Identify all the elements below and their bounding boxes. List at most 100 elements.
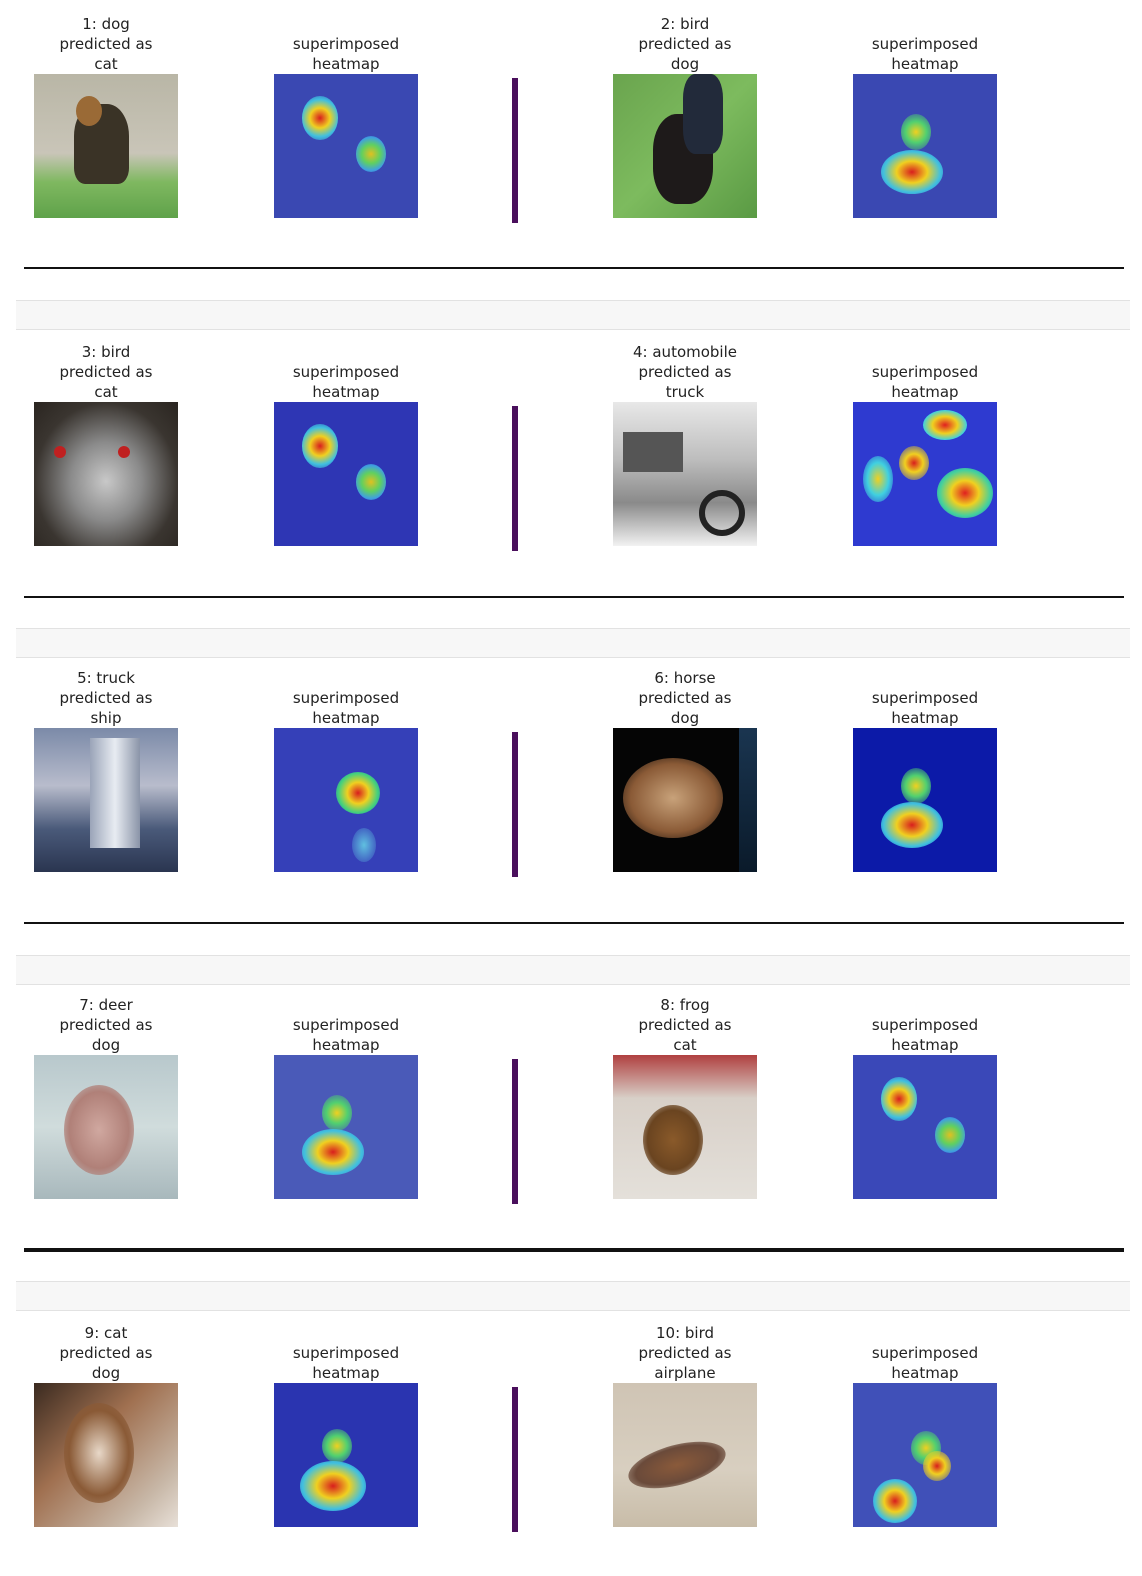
heatmap-panel: superimposed heatmap (852, 14, 998, 218)
heatmap-image (274, 74, 418, 218)
bird-image (34, 402, 178, 546)
bird-image (613, 74, 757, 218)
true-label: 2: bird (660, 15, 710, 33)
heatmap-image (853, 402, 997, 546)
heatmap-image (853, 728, 997, 872)
row-separator-line (24, 267, 1124, 269)
heatmap-caption: superimposed heatmap (852, 342, 998, 402)
heatmap-caption: superimposed heatmap (273, 342, 419, 402)
heatmap-caption-line1: superimposed (292, 1344, 400, 1362)
output-cell-1: 1: dog predicted as cat superimposed hea… (16, 0, 1130, 300)
heatmap-caption-line2: heatmap (312, 383, 380, 401)
image-caption: 8: frog predicted as cat (612, 995, 758, 1055)
image-caption: 6: horse predicted as dog (612, 668, 758, 728)
heatmap-image (853, 1383, 997, 1527)
image-caption: 3: bird predicted as cat (33, 342, 179, 402)
image-caption: 5: truck predicted as ship (33, 668, 179, 728)
heatmap-panel: superimposed heatmap (273, 14, 419, 218)
predicted-label: cat (94, 55, 118, 73)
heatmap-image (853, 74, 997, 218)
heatmap-caption: superimposed heatmap (273, 668, 419, 728)
heatmap-panel: superimposed heatmap (852, 668, 998, 872)
heatmap-caption-line2: heatmap (312, 1364, 380, 1382)
true-label: 9: cat (84, 1324, 128, 1342)
heatmap-image (274, 402, 418, 546)
heatmap-panel: superimposed heatmap (273, 995, 419, 1199)
heatmap-caption: superimposed heatmap (273, 995, 419, 1055)
original-image-panel: 9: cat predicted as dog (33, 1323, 179, 1527)
heatmap-caption: superimposed heatmap (852, 14, 998, 74)
image-caption: 9: cat predicted as dog (33, 1323, 179, 1383)
predicted-as-text: predicted as (638, 1016, 732, 1034)
predicted-label: airplane (654, 1364, 716, 1382)
cell-separator (16, 628, 1130, 658)
heatmap-caption-line2: heatmap (891, 1364, 959, 1382)
true-label: 4: automobile (633, 343, 737, 361)
heatmap-panel: superimposed heatmap (273, 342, 419, 546)
heatmap-caption-line2: heatmap (891, 55, 959, 73)
original-image-panel: 2: bird predicted as dog (612, 14, 758, 218)
heatmap-caption: superimposed heatmap (852, 1323, 998, 1383)
predicted-as-text: predicted as (59, 35, 153, 53)
heatmap-image (853, 1055, 997, 1199)
original-image-panel: 4: automobile predicted as truck (612, 342, 758, 546)
predicted-as-text: predicted as (59, 363, 153, 381)
heatmap-panel: superimposed heatmap (273, 668, 419, 872)
predicted-label: truck (665, 383, 705, 401)
original-image-panel: 7: deer predicted as dog (33, 995, 179, 1199)
deer-image (34, 1055, 178, 1199)
predicted-as-text: predicted as (638, 35, 732, 53)
heatmap-caption-line2: heatmap (891, 383, 959, 401)
predicted-as-text: predicted as (638, 1344, 732, 1362)
image-caption: 1: dog predicted as cat (33, 14, 179, 74)
heatmap-image (274, 1055, 418, 1199)
heatmap-image (274, 728, 418, 872)
heatmap-caption-line1: superimposed (292, 1016, 400, 1034)
true-label: 8: frog (660, 996, 710, 1014)
predicted-as-text: predicted as (638, 689, 732, 707)
image-caption: 4: automobile predicted as truck (612, 342, 758, 402)
predicted-as-text: predicted as (59, 1344, 153, 1362)
heatmap-caption-line2: heatmap (891, 1036, 959, 1054)
pair-divider (512, 732, 518, 877)
heatmap-caption-line1: superimposed (871, 689, 979, 707)
heatmap-caption-line1: superimposed (871, 363, 979, 381)
heatmap-panel: superimposed heatmap (852, 995, 998, 1199)
cell-separator (16, 300, 1130, 330)
output-cell-4: 7: deer predicted as dog superimposed he… (16, 983, 1130, 1283)
predicted-as-text: predicted as (638, 363, 732, 381)
predicted-label: dog (91, 1364, 121, 1382)
image-caption: 10: bird predicted as airplane (612, 1323, 758, 1383)
predicted-label: cat (673, 1036, 697, 1054)
cell-separator (16, 955, 1130, 985)
predicted-label: dog (670, 709, 700, 727)
pair-divider (512, 1387, 518, 1532)
true-label: 5: truck (77, 669, 135, 687)
original-image-panel: 3: bird predicted as cat (33, 342, 179, 546)
heatmap-panel: superimposed heatmap (852, 342, 998, 546)
heatmap-caption-line2: heatmap (312, 1036, 380, 1054)
pair-divider (512, 406, 518, 551)
heatmap-caption-line1: superimposed (292, 363, 400, 381)
true-label: 3: bird (81, 343, 131, 361)
predicted-label: dog (670, 55, 700, 73)
image-caption: 2: bird predicted as dog (612, 14, 758, 74)
row-separator-line (24, 1248, 1124, 1252)
heatmap-panel: superimposed heatmap (273, 1323, 419, 1527)
heatmap-caption-line1: superimposed (292, 35, 400, 53)
frog-image (613, 1055, 757, 1199)
predicted-as-text: predicted as (59, 689, 153, 707)
heatmap-image (274, 1383, 418, 1527)
original-image-panel: 8: frog predicted as cat (612, 995, 758, 1199)
heatmap-caption-line1: superimposed (871, 1016, 979, 1034)
heatmap-caption: superimposed heatmap (273, 14, 419, 74)
dog-image (34, 74, 178, 218)
true-label: 10: bird (655, 1324, 715, 1342)
output-cell-5: 9: cat predicted as dog superimposed hea… (16, 1309, 1130, 1576)
true-label: 6: horse (654, 669, 716, 687)
horse-image (613, 728, 757, 872)
cell-separator (16, 1281, 1130, 1311)
predicted-label: cat (94, 383, 118, 401)
output-cell-3: 5: truck predicted as ship superimposed … (16, 656, 1130, 956)
heatmap-caption: superimposed heatmap (852, 668, 998, 728)
